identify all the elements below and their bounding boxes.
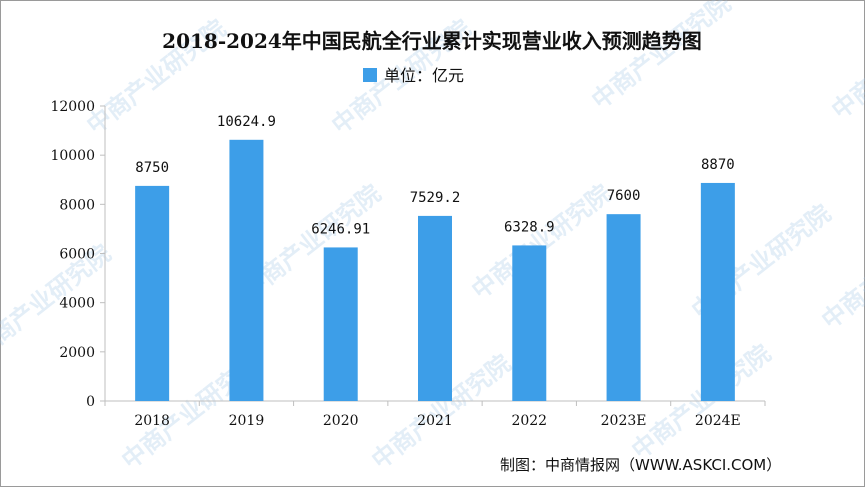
watermark-text: 中商产业研究院 [0,239,116,364]
data-labels-group: 8750 10624.9 6246.91 7529.2 6328.9 7600 8870 [135,114,734,238]
watermark-text: 中商产业研究院 [826,0,865,125]
x-tick-label: 2023E [601,413,647,429]
data-label-2023E: 7600 [607,188,641,204]
chart-title: 2018-2024年中国民航全行业累计实现营业收入预测趋势图 [162,29,702,53]
bar-2018 [135,185,170,401]
legend: 单位：亿元 [363,66,464,85]
data-label-2021: 7529.2 [410,190,461,206]
x-tick-label: 2022 [511,413,547,429]
legend-label: 单位：亿元 [384,66,464,85]
y-tick-label: 12000 [50,99,95,115]
y-tick-label: 4000 [59,296,95,312]
source-credit: 制图：中商情报网（WWW.ASKCI.COM） [500,456,781,474]
y-tick-label: 10000 [50,148,95,164]
x-tick-label: 2019 [229,413,265,429]
data-label-2018: 8750 [135,160,169,176]
y-tick-label: 0 [86,394,95,410]
x-tick-label: 2021 [417,413,453,429]
legend-swatch [363,68,377,82]
y-axis: 0 2000 4000 6000 8000 10000 12000 [50,99,106,410]
y-tick-label: 2000 [59,345,95,361]
y-tick-label: 8000 [59,197,95,213]
bars-group [135,139,735,401]
data-label-2022: 6328.9 [504,219,555,235]
bar-2024E [700,182,735,401]
data-label-2024E: 8870 [701,157,735,173]
y-tick-label: 6000 [59,247,95,263]
bar-2021 [418,215,452,401]
bar-2019 [229,139,264,401]
x-tick-label: 2020 [323,413,359,429]
watermark-text: 中商产业研究院 [586,0,736,115]
data-label-2019: 10624.9 [217,114,276,130]
bar-2020 [323,247,358,401]
data-label-2020: 6246.91 [311,221,370,237]
x-axis: 2018 2019 2020 2021 2022 2023E 2024E [104,400,766,429]
x-tick-label: 2018 [134,413,170,429]
bar-2022 [512,245,547,401]
x-tick-label: 2024E [695,413,741,429]
bar-2023E [606,214,641,401]
